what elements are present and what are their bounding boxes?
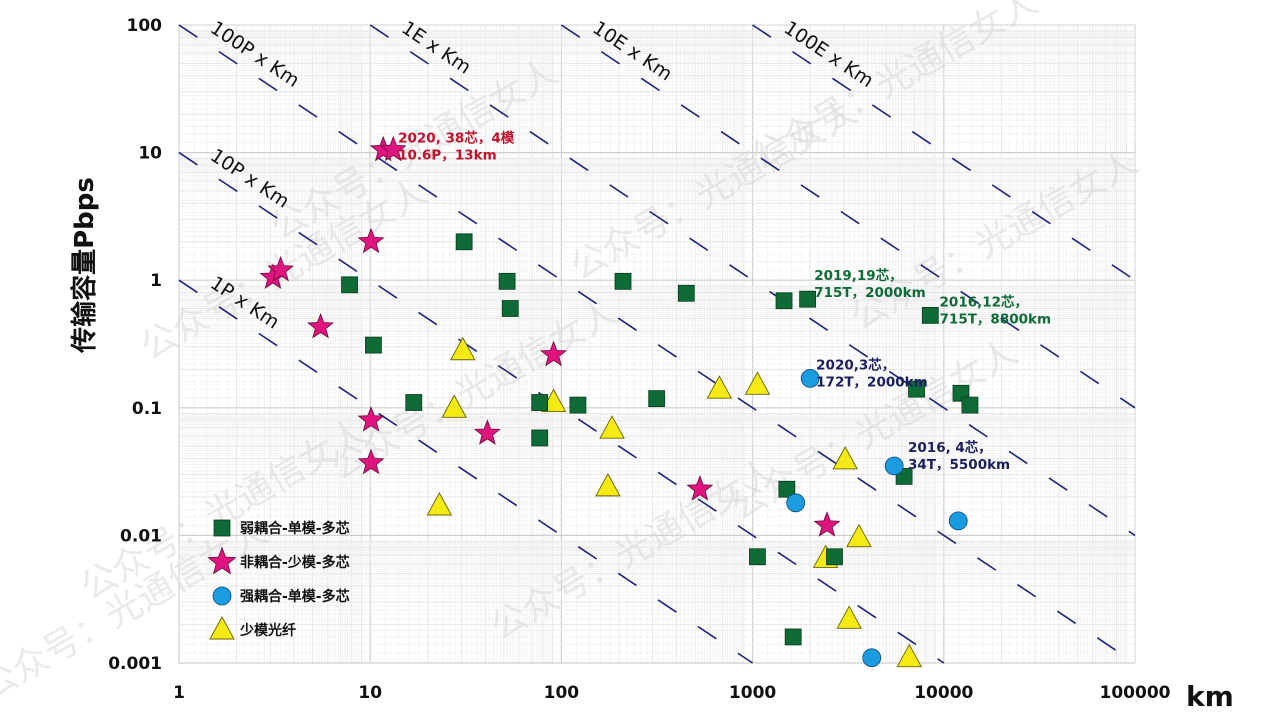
legend-label: 弱耦合-单模-多芯 — [240, 520, 350, 537]
y-tick-label: 10 — [138, 144, 162, 164]
axes: 1 10 100 1000 10000 100000 0.001 0.01 0.1 1 10 100 — [108, 16, 1170, 703]
annotation-line: 2020, 38芯，4模 — [398, 129, 515, 146]
data-point-square — [501, 300, 519, 317]
data-point-square — [531, 394, 549, 411]
annotation-line: 2016, 4芯， — [908, 439, 992, 456]
data-point-triangle — [706, 375, 733, 399]
data-point-triangle — [846, 523, 872, 548]
legend-label: 少模光纤 — [239, 622, 296, 639]
annotation-line: 10.6P，13km — [398, 147, 497, 163]
annotation-line: 172T，2000km — [816, 374, 928, 390]
data-point-square — [826, 548, 843, 566]
data-point-triangle — [896, 643, 923, 668]
legend-label: 非耦合-少模-多芯 — [240, 554, 350, 571]
data-point-square — [569, 396, 587, 414]
data-point-triangle — [426, 492, 453, 516]
annotation-line: 2016,12芯， — [940, 294, 1029, 311]
data-point-triangle — [450, 336, 476, 361]
data-points — [259, 135, 979, 668]
data-point-circle — [800, 368, 820, 388]
x-tick-label: 10 — [358, 683, 382, 703]
reference-line — [178, 151, 945, 664]
annotations: 2020, 38芯，4模 10.6P，13km 2019,19芯， 715T，2000… — [398, 129, 1051, 473]
data-point-star — [686, 475, 714, 501]
data-point-circle — [786, 493, 806, 513]
data-point-star — [540, 340, 567, 367]
annotation: 2016, 4芯， 34T，5500km — [908, 439, 1010, 473]
annotation: 2020, 38芯，4模 10.6P，13km — [398, 129, 515, 163]
data-point-square — [799, 290, 817, 308]
x-tick-label: 1 — [173, 683, 185, 703]
annotation: 2020,3芯， 172T，2000km — [816, 356, 928, 390]
legend-label: 强耦合-单模-多芯 — [240, 588, 350, 605]
data-point-star — [473, 419, 501, 445]
data-point-square — [365, 336, 382, 354]
x-axis-label: km — [1186, 680, 1234, 713]
data-point-triangle — [744, 371, 771, 395]
data-point-triangle — [832, 446, 858, 470]
data-point-circle — [862, 648, 882, 668]
data-point-square — [784, 628, 802, 646]
y-axis-label: 传输容量Pbps — [69, 177, 100, 354]
data-point-square — [749, 548, 766, 566]
y-tick-label: 0.01 — [120, 526, 162, 546]
reference-line — [560, 24, 1136, 409]
data-point-circle — [948, 511, 968, 531]
data-point-star — [357, 406, 385, 432]
legend-marker-star — [207, 546, 237, 575]
data-point-triangle — [599, 415, 625, 439]
annotation-line: 2020,3芯， — [816, 356, 895, 373]
data-point-square — [341, 276, 358, 294]
x-tick-label: 10000 — [914, 683, 973, 703]
grid — [178, 24, 1136, 664]
data-point-square — [614, 272, 632, 290]
data-point-star — [813, 511, 841, 537]
legend-marker-circle — [212, 586, 232, 606]
reference-line — [369, 24, 1136, 537]
annotation-line: 2019,19芯， — [814, 267, 903, 284]
legend-marker-square — [213, 519, 231, 537]
reference-line — [178, 279, 754, 664]
data-point-star — [379, 135, 407, 162]
data-point-square — [531, 429, 549, 447]
annotation-line: 715T，2000km — [814, 285, 926, 301]
x-tick-label: 100000 — [1100, 683, 1171, 703]
y-tick-label: 1 — [150, 271, 162, 291]
data-point-square — [775, 292, 793, 310]
data-point-triangle — [595, 472, 621, 497]
data-point-square — [778, 480, 796, 498]
annotation-line: 715T，8800km — [940, 312, 1052, 328]
data-point-square — [908, 380, 925, 398]
x-tick-label: 1000 — [729, 683, 776, 703]
data-point-square — [498, 272, 516, 290]
y-tick-label: 100 — [127, 16, 163, 36]
data-point-square — [405, 394, 423, 411]
annotation-line: 34T，5500km — [908, 457, 1010, 473]
data-point-square — [921, 306, 939, 324]
annotation: 2016,12芯， 715T，8800km — [940, 294, 1052, 328]
y-tick-label: 0.1 — [132, 399, 162, 419]
data-point-square — [455, 233, 473, 251]
data-point-star — [267, 255, 295, 282]
data-point-triangle — [836, 605, 862, 629]
data-point-square — [677, 284, 695, 302]
data-point-star — [357, 448, 385, 475]
data-point-square — [961, 396, 979, 414]
data-point-triangle — [441, 394, 467, 418]
legend-marker-triangle — [209, 616, 235, 640]
annotation: 2019,19芯， 715T，2000km — [814, 267, 926, 301]
x-tick-label: 100 — [544, 683, 580, 703]
data-point-circle — [884, 456, 904, 476]
data-point-star — [357, 227, 385, 254]
data-point-star — [307, 312, 334, 339]
data-point-square — [648, 390, 666, 408]
y-tick-label: 0.001 — [108, 654, 162, 674]
